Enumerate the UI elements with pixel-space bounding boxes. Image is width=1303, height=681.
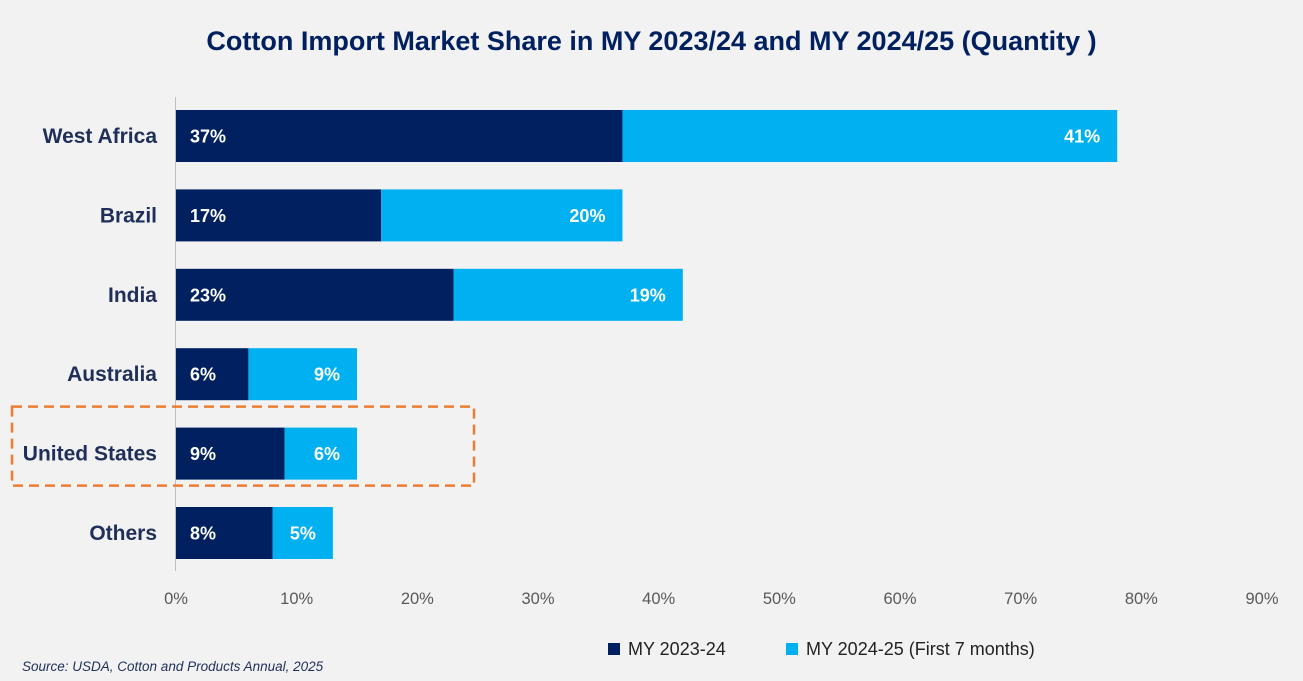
legend-item-series-2: MY 2024-25 (First 7 months) [786, 637, 1035, 661]
bar-label-1-united-states: 9% [190, 444, 216, 464]
chart-title: Cotton Import Market Share in MY 2023/24… [206, 26, 1097, 56]
legend-label-series-2: MY 2024-25 (First 7 months) [806, 638, 1035, 659]
bar-label-2-united-states: 6% [314, 444, 340, 464]
bar-2-india [453, 268, 683, 321]
source-note: Source: USDA, Cotton and Products Annual… [22, 659, 324, 674]
x-tick-label: 80% [1125, 590, 1158, 608]
bar-label-1-west-africa: 37% [190, 127, 226, 147]
bar-1-india [176, 268, 454, 321]
x-tick-label: 40% [642, 590, 675, 608]
bar-label-2-india: 19% [630, 285, 666, 305]
bar-label-2-australia: 9% [314, 365, 340, 385]
x-tick-label: 0% [164, 590, 188, 608]
legend-item-series-1: MY 2023-24 [608, 637, 726, 661]
bar-1-west-africa [176, 110, 623, 162]
category-label-brazil: Brazil [100, 204, 157, 227]
x-tick-label: 30% [521, 590, 554, 608]
bar-2-australia [248, 348, 357, 401]
x-tick-label: 50% [763, 590, 796, 608]
bar-label-1-australia: 6% [190, 365, 216, 385]
category-label-united-states: United States [23, 443, 157, 466]
bar-1-united-states [176, 427, 285, 480]
bar-label-1-others: 8% [190, 524, 216, 544]
category-label-india: India [108, 284, 157, 307]
x-tick-group: 0% 10% 20% 30% 40% 50% 60% 70% 80% 90% [164, 590, 1279, 608]
legend-label-series-1: MY 2023-24 [628, 638, 726, 659]
bar-1-australia [176, 348, 249, 401]
bar-2-others [272, 507, 333, 559]
legend-swatch-series-2 [786, 643, 798, 655]
bar-2-united-states [284, 427, 357, 480]
bar-label-group: 37% 41% 17% 20% 23% 19% 6% 9% 9% 6% 8% 5% [190, 127, 1100, 544]
x-tick-label: 10% [280, 590, 313, 608]
x-tick-label: 20% [401, 590, 434, 608]
bar-2-west-africa [622, 110, 1118, 162]
bar-label-1-brazil: 17% [190, 206, 226, 226]
x-tick-label: 90% [1245, 590, 1278, 608]
bar-group [176, 110, 1118, 559]
bar-1-brazil [176, 189, 382, 242]
bar-2-brazil [381, 189, 623, 242]
category-label-australia: Australia [67, 363, 157, 386]
bar-label-2-others: 5% [290, 524, 316, 544]
category-label-west-africa: West Africa [43, 125, 158, 148]
highlight-box [10, 405, 476, 487]
x-tick-label: 70% [1004, 590, 1037, 608]
bar-label-2-west-africa: 41% [1064, 127, 1100, 147]
x-tick-label: 60% [883, 590, 916, 608]
category-label-others: Others [89, 522, 157, 545]
bar-label-1-india: 23% [190, 285, 226, 305]
legend-swatch-series-1 [608, 643, 620, 655]
bar-1-others [176, 507, 273, 559]
bar-label-2-brazil: 20% [569, 206, 605, 226]
category-label-group: West Africa Brazil India Australia United St… [23, 125, 158, 545]
